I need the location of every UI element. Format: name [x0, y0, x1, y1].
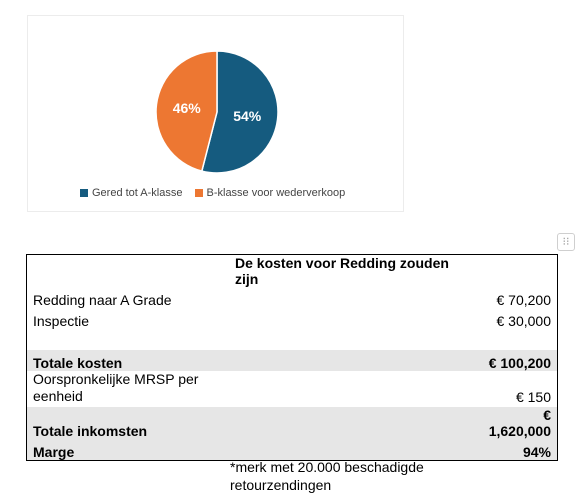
- pie-slice-0: [200, 50, 279, 174]
- row-label: Totale kosten: [33, 355, 123, 371]
- table-row: Oorspronkelijke MRSP per eenheid € 150: [27, 371, 558, 407]
- pie-slice-1: [155, 50, 218, 172]
- legend-swatch-a: [80, 189, 88, 197]
- cost-table: De kosten voor Redding zouden zijn Reddi…: [26, 254, 558, 461]
- table-row-margin: Marge 94%: [26, 439, 558, 460]
- row-label: Marge: [33, 443, 75, 460]
- row-value: € 100,200: [488, 355, 551, 371]
- legend-label-a: Gered tot A-klasse: [92, 187, 183, 199]
- table-header: De kosten voor Redding zouden zijn: [235, 255, 449, 287]
- row-value: € 70,200: [496, 292, 552, 308]
- row-value: € 1,620,000: [488, 407, 551, 439]
- legend-entry-b: B-klasse voor wederverkoop: [194, 187, 346, 199]
- table-row: Redding naar A Grade € 70,200: [27, 287, 558, 308]
- row-label: Inspectie: [33, 313, 90, 329]
- footnote: *merk met 20.000 beschadigde retourzendi…: [230, 459, 424, 493]
- legend-label-b: B-klasse voor wederverkoop: [206, 187, 346, 199]
- pie-slice-label-0: 54%: [233, 108, 262, 124]
- table-row-spacer: [27, 329, 558, 350]
- pie-chart-card: 54% 46% Gered tot A-klasse B-klasse voor …: [27, 15, 404, 212]
- legend-entry-a: Gered tot A-klasse: [80, 187, 183, 199]
- legend-swatch-b: [194, 189, 203, 197]
- chart-legend: Gered tot A-klasse B-klasse voor wederve…: [80, 187, 357, 199]
- row-value: € 150: [515, 389, 551, 405]
- row-label: Oorspronkelijke MRSP per eenheid: [33, 371, 199, 404]
- drag-grid-icon[interactable]: ⁝⁝: [557, 233, 575, 251]
- row-label: Redding naar A Grade: [33, 292, 172, 308]
- table-header-row: De kosten voor Redding zouden zijn: [27, 255, 558, 287]
- table-row: Inspectie € 30,000: [27, 308, 558, 329]
- row-label: Totale inkomsten: [33, 423, 148, 439]
- pie-slice-label-1: 46%: [173, 100, 202, 116]
- row-value: € 30,000: [496, 313, 552, 329]
- pie-chart: 54% 46%: [155, 50, 279, 174]
- table-row-total-income: Totale inkomsten € 1,620,000: [26, 407, 558, 439]
- row-value: 94%: [522, 443, 551, 460]
- table-row-total-costs: Totale kosten € 100,200: [26, 350, 558, 371]
